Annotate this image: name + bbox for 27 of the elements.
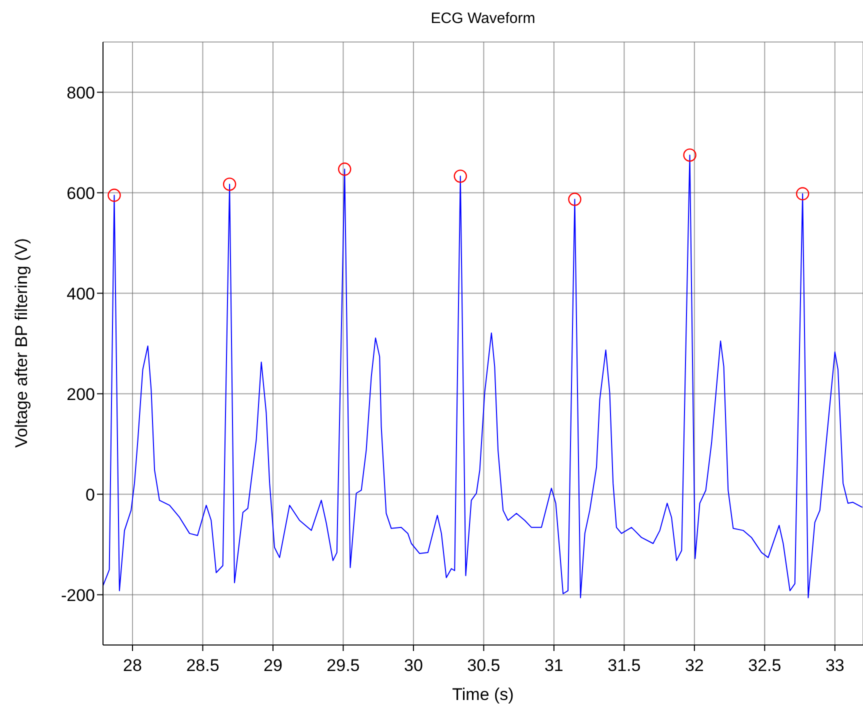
- point: [568, 192, 582, 206]
- x-tick-label: 31: [544, 656, 564, 676]
- y-tick-label: -200: [60, 586, 95, 605]
- y-tick-label: 200: [66, 384, 95, 404]
- x-tick-label: 31.5: [608, 656, 641, 676]
- x-tick-label: 28.5: [186, 656, 220, 676]
- point: [338, 162, 352, 176]
- x-tick-label: 29: [264, 656, 282, 676]
- x-tick-label: 30.5: [467, 656, 500, 676]
- x-tick-label: 30: [404, 656, 423, 676]
- point: [222, 178, 236, 191]
- y-tick-label: 0: [86, 485, 95, 504]
- x-tick-label: 28: [123, 656, 142, 676]
- x-tick-label: 32.5: [748, 656, 782, 676]
- x-tick-label: 29.5: [326, 656, 360, 676]
- y-tick-label: 800: [66, 83, 95, 102]
- point: [796, 187, 810, 200]
- point: [683, 148, 696, 162]
- point: [454, 170, 467, 183]
- chart-title: ECG Waveform: [430, 10, 536, 27]
- y-tick-label: 600: [66, 184, 95, 203]
- y-axis-title: Voltage after BP filtering (V): [12, 238, 32, 448]
- point: [108, 188, 121, 202]
- x-tick-label: 33: [825, 656, 844, 676]
- x-axis-title: Time (s): [451, 685, 515, 705]
- y-tick-label: 400: [66, 284, 95, 304]
- x-tick-label: 32: [684, 656, 704, 676]
